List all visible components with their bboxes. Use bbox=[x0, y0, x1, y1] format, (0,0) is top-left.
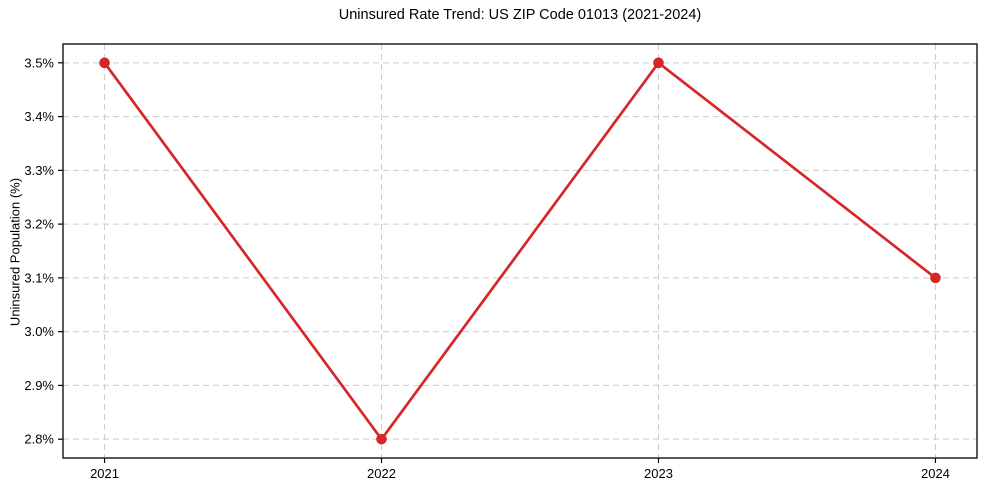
y-tick-label: 2.8% bbox=[24, 432, 54, 447]
data-point bbox=[653, 57, 664, 69]
x-tick-label: 2022 bbox=[367, 466, 396, 481]
x-tick-label: 2023 bbox=[644, 466, 673, 481]
y-tick-label: 3.2% bbox=[24, 217, 54, 232]
y-tick-label: 3.4% bbox=[24, 109, 54, 124]
y-tick-label: 3.1% bbox=[24, 270, 54, 285]
y-tick-label: 3.5% bbox=[24, 55, 54, 70]
y-tick-label: 2.9% bbox=[24, 378, 54, 393]
plot-border bbox=[62, 43, 978, 459]
y-tick-label: 3.3% bbox=[24, 163, 54, 178]
data-point bbox=[376, 433, 387, 445]
x-tick-label: 2021 bbox=[90, 466, 119, 481]
data-point bbox=[99, 57, 110, 69]
x-tick-label: 2024 bbox=[921, 466, 950, 481]
chart-title: Uninsured Rate Trend: US ZIP Code 01013 … bbox=[338, 7, 702, 23]
y-tick-label: 3.0% bbox=[24, 324, 54, 339]
data-point bbox=[930, 272, 941, 284]
trend-line bbox=[103, 61, 937, 441]
